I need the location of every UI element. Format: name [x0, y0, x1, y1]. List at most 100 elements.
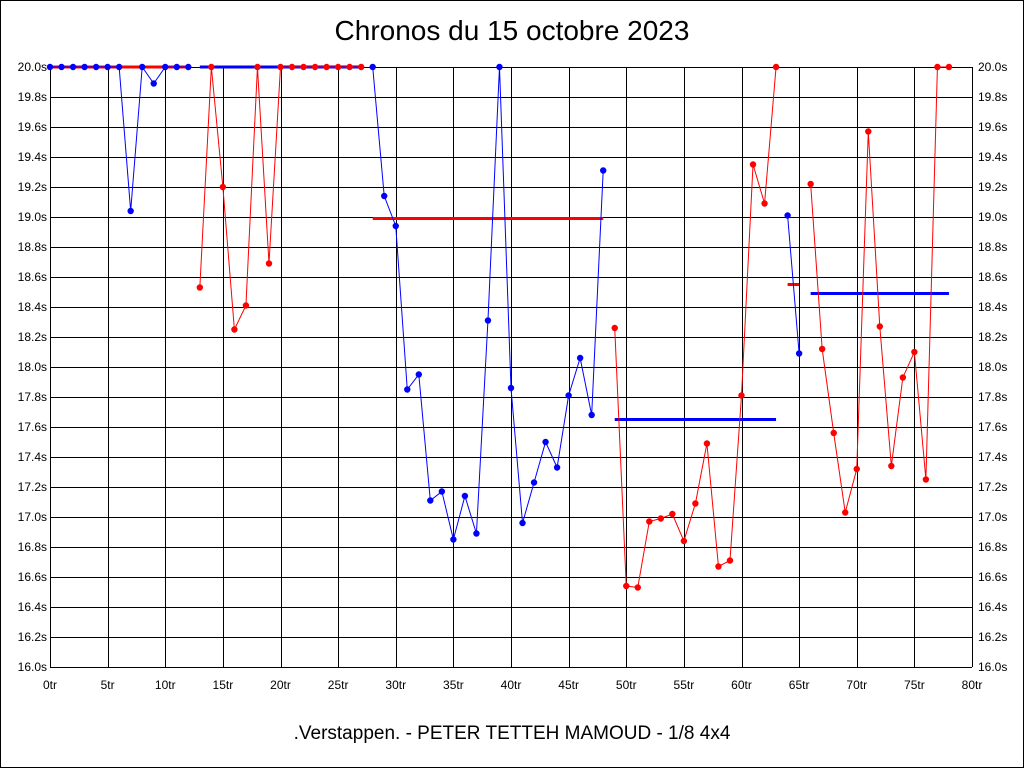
y-tick-label-left: 19.4s: [18, 150, 47, 164]
y-tick-label-right: 18.2s: [978, 330, 1007, 344]
series-5: [784, 212, 803, 357]
data-point: [842, 509, 849, 516]
x-tick-label: 60tr: [731, 678, 752, 692]
data-point: [899, 374, 907, 381]
data-point: [853, 465, 860, 473]
y-tick-label-right: 18.4s: [978, 300, 1007, 314]
data-point: [404, 386, 411, 393]
data-point: [623, 582, 630, 590]
data-point: [461, 492, 469, 500]
y-tick-label-left: 19.6s: [18, 120, 47, 134]
data-point: [530, 479, 538, 486]
data-point: [381, 192, 388, 200]
y-tick-label-left: 19.8s: [18, 90, 47, 104]
data-point: [576, 354, 584, 362]
x-tick-label: 0tr: [43, 678, 57, 692]
data-point: [634, 584, 641, 591]
series-line: [50, 65, 189, 212]
y-tick-label-left: 19.2s: [18, 180, 47, 194]
data-point: [726, 557, 734, 564]
data-point: [173, 63, 180, 71]
y-tick-label-right: 17.8s: [978, 390, 1007, 404]
y-tick-label-left: 18.8s: [18, 240, 47, 254]
data-point: [334, 63, 342, 71]
y-tick-label-right: 18.8s: [978, 240, 1007, 254]
x-tick-label: 70tr: [846, 678, 867, 692]
y-tick-label-right: 17.4s: [978, 450, 1007, 464]
chart-title: Chronos du 15 octobre 2023: [334, 15, 690, 46]
data-point: [703, 440, 711, 447]
data-point: [311, 63, 319, 71]
data-point: [115, 63, 123, 71]
data-point: [865, 128, 872, 135]
data-point: [519, 519, 526, 527]
data-point: [795, 350, 803, 357]
y-tick-label-right: 16.8s: [978, 540, 1007, 554]
y-tick-label-left: 18.4s: [18, 300, 47, 314]
x-tick-label: 50tr: [616, 678, 637, 692]
data-point: [139, 63, 146, 71]
y-tick-label-right: 19.2s: [978, 180, 1007, 194]
x-tick-label: 65tr: [789, 678, 810, 692]
data-point: [922, 476, 930, 483]
data-point: [196, 284, 204, 291]
data-point: [438, 488, 446, 495]
y-tick-label-left: 16.2s: [18, 630, 47, 644]
y-tick-label-left: 17.2s: [18, 480, 47, 494]
data-point: [565, 392, 572, 399]
y-tick-label-right: 17.6s: [978, 420, 1007, 434]
data-point: [818, 345, 826, 353]
data-point: [945, 63, 953, 71]
y-tick-label-right: 16.2s: [978, 630, 1007, 644]
data-point: [611, 324, 618, 332]
data-point: [807, 180, 814, 188]
series-line: [810, 66, 949, 513]
x-tick-label: 20tr: [270, 678, 291, 692]
data-point: [288, 63, 296, 71]
data-point: [81, 63, 88, 71]
series-3: [369, 63, 607, 543]
data-point: [772, 63, 780, 71]
x-tick-label: 25tr: [328, 678, 349, 692]
y-tick-label-right: 17.0s: [978, 510, 1007, 524]
data-point: [369, 63, 376, 71]
y-tick-label-right: 16.6s: [978, 570, 1007, 584]
data-point: [657, 515, 665, 522]
data-point: [58, 63, 65, 71]
x-tick-label: 10tr: [155, 678, 176, 692]
series-4: [611, 63, 780, 591]
data-point: [484, 317, 492, 324]
series-2: [196, 63, 365, 333]
series-1: [46, 63, 192, 215]
y-tick-label-right: 18.6s: [978, 270, 1007, 284]
data-point: [357, 63, 365, 71]
data-point: [277, 63, 284, 71]
y-tick-label-right: 16.4s: [978, 600, 1007, 614]
series-line: [372, 66, 604, 540]
y-tick-label-left: 19.0s: [18, 210, 47, 224]
data-point: [104, 63, 111, 71]
y-tick-label-right: 19.8s: [978, 90, 1007, 104]
y-tick-label-left: 18.2s: [18, 330, 47, 344]
data-point: [450, 536, 457, 543]
data-point: [162, 63, 169, 71]
x-tick-label: 5tr: [101, 678, 115, 692]
data-point: [669, 510, 676, 518]
data-point: [784, 212, 791, 219]
series-line: [199, 66, 362, 332]
data-point: [646, 518, 653, 525]
y-tick-label-left: 16.4s: [18, 600, 47, 614]
data-point: [680, 537, 688, 545]
series-6: [807, 63, 953, 516]
x-tick-label: 40tr: [501, 678, 522, 692]
y-tick-label-right: 16.0s: [978, 660, 1007, 674]
y-tick-label-left: 17.6s: [18, 420, 47, 434]
y-tick-label-left: 16.0s: [18, 660, 47, 674]
y-tick-label-left: 16.8s: [18, 540, 47, 554]
data-point: [830, 429, 837, 437]
data-point: [392, 222, 399, 230]
x-tick-label: 15tr: [213, 678, 234, 692]
y-tick-label-right: 19.0s: [978, 210, 1007, 224]
y-tick-label-left: 20.0s: [18, 60, 47, 74]
